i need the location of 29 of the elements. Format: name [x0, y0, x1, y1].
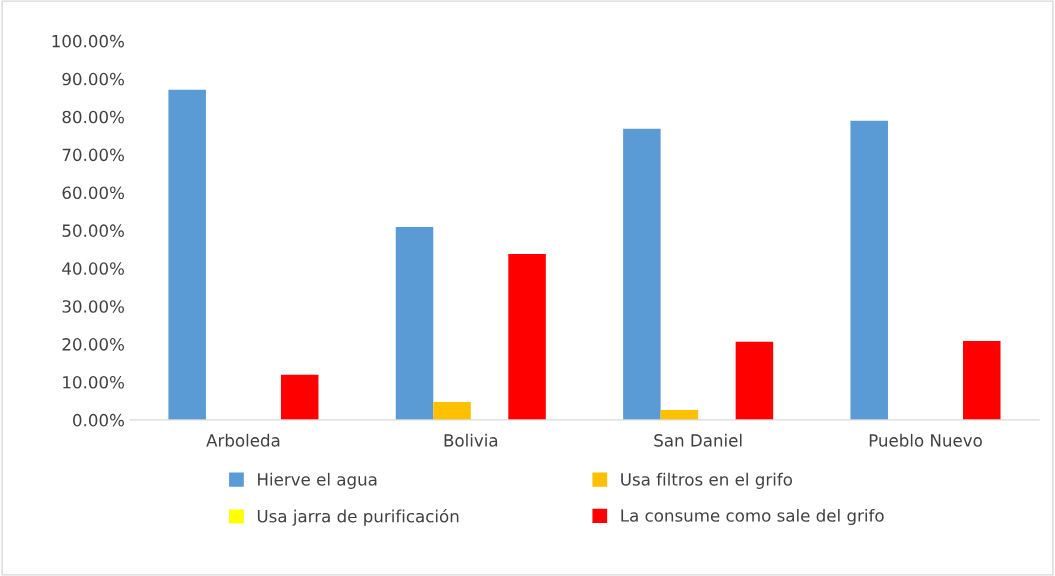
y-tick-label: 50.00% [62, 224, 124, 237]
x-tick-label: Bolivia [444, 433, 498, 447]
y-tick-label: 90.00% [62, 72, 124, 86]
y-tick-label: 80.00% [62, 110, 124, 124]
y-tick-label: 40.00% [62, 262, 124, 275]
x-tick-label: Arboleda [206, 433, 280, 447]
y-tick-label: 0.00% [73, 413, 124, 427]
y-tick-label: 60.00% [62, 186, 124, 200]
legend-label: Hierve el agua [258, 472, 377, 489]
y-tick-label: 20.00% [62, 338, 124, 351]
bar [735, 341, 774, 420]
y-tick-label: 100.00% [52, 34, 124, 48]
bar [963, 341, 1001, 420]
bar [395, 226, 434, 420]
bar [280, 374, 319, 420]
bar [850, 120, 888, 420]
bar [660, 410, 699, 420]
bar [508, 253, 546, 420]
bar [168, 89, 206, 420]
legend-label: La consume como sale del grifo [621, 508, 884, 526]
bar [623, 128, 661, 420]
y-tick-label: 70.00% [62, 148, 124, 162]
bar [433, 402, 471, 420]
y-tick-label: 10.00% [63, 375, 124, 389]
x-tick-label: San Daniel [654, 433, 742, 447]
legend-label: Usa filtros en el grifo [621, 472, 793, 489]
legend-label: Usa jarra de purificación [257, 508, 459, 526]
x-tick-label: Pueblo Nuevo [869, 433, 982, 447]
y-tick-label: 30.00% [62, 300, 124, 313]
